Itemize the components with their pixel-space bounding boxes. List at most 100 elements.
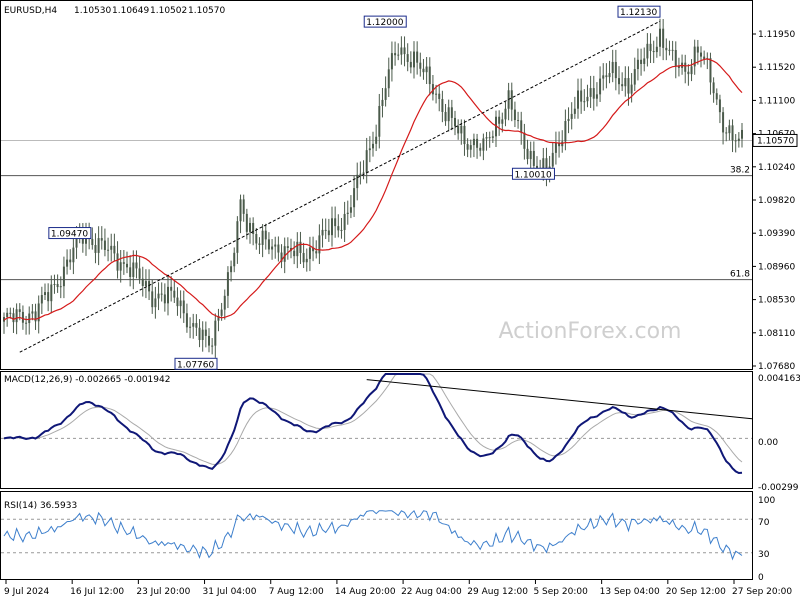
candle-body	[671, 49, 674, 51]
candle-body	[551, 152, 554, 167]
candle-body	[630, 84, 633, 94]
candle-body	[485, 137, 488, 139]
candle-body	[59, 286, 62, 288]
candle-body	[703, 56, 706, 60]
candle-body	[252, 222, 255, 235]
price-tick-label: 1.09820	[758, 196, 795, 206]
candle-body	[526, 148, 529, 160]
candle-body	[482, 138, 485, 151]
price-layer: 38.2 61.8 1.12130 1.12000 1.09470 1.07760 1.10…	[1, 5, 752, 370]
candle-body	[37, 303, 40, 322]
candle-body	[343, 213, 346, 230]
candle-body	[72, 247, 75, 263]
candle-body	[580, 90, 583, 102]
rsi-panel-frame	[0, 491, 753, 580]
macd-signal-line	[3, 373, 743, 466]
candle-body	[381, 99, 384, 106]
candle-body	[476, 138, 479, 148]
candle-body	[532, 150, 535, 166]
candle-body	[261, 230, 264, 245]
candle-body	[659, 28, 661, 47]
candle-body	[255, 234, 258, 244]
candle-body	[62, 266, 65, 287]
candle-body	[340, 229, 343, 231]
price-tick-label: 1.11950	[758, 30, 795, 40]
candle-body	[564, 121, 567, 142]
candle-body	[28, 313, 31, 324]
candle-body	[390, 53, 393, 70]
candle-body	[321, 229, 324, 236]
candle-body	[141, 278, 144, 286]
candle-body	[573, 108, 576, 114]
candle-body	[100, 238, 103, 241]
candle-body	[170, 286, 173, 291]
candle-body	[438, 93, 441, 100]
candle-body	[122, 262, 125, 264]
candle-body	[491, 136, 494, 138]
macd-label: MACD(12,26,9) -0.002665 -0.001942	[4, 375, 170, 385]
candle-body	[450, 107, 453, 118]
candle-body	[189, 326, 192, 328]
candle-body	[198, 327, 201, 341]
candle-body	[280, 252, 283, 262]
candle-body	[192, 323, 195, 327]
price-tick-label: 1.08530	[758, 296, 795, 306]
candle-body	[25, 322, 28, 324]
candle-body	[362, 172, 365, 174]
axis-layer: 1.119501.115201.111001.106701.102401.098…	[4, 30, 800, 597]
candle-body	[223, 295, 226, 310]
rsi-tick-label: 100	[758, 496, 775, 506]
candle-body	[690, 66, 693, 75]
candle-body	[652, 51, 655, 53]
candle-body	[400, 47, 403, 55]
rsi-line	[3, 509, 743, 561]
time-tick-label: 27 Sep 20:00	[732, 587, 792, 597]
candle-body	[523, 132, 526, 149]
candle-body	[472, 138, 475, 146]
candle-body	[182, 300, 185, 314]
candle-body	[75, 236, 78, 248]
candle-body	[283, 246, 286, 262]
candle-body	[18, 309, 21, 312]
candle-body	[50, 284, 53, 302]
time-tick-label: 31 Jul 04:00	[203, 587, 257, 597]
rsi-tick-label: 0	[758, 573, 764, 583]
candle-body	[138, 268, 141, 279]
candle-body	[633, 69, 636, 85]
swing-label-box	[363, 15, 407, 28]
candle-body	[636, 59, 639, 70]
price-tick-label: 1.08960	[758, 262, 795, 272]
candle-body	[397, 54, 400, 56]
candle-body	[12, 313, 15, 323]
candle-body	[144, 281, 147, 286]
candle-body	[324, 229, 327, 231]
rsi-layer	[1, 509, 752, 561]
candle-body	[327, 230, 330, 236]
rsi-tick-label: 30	[758, 550, 770, 560]
candle-body	[245, 213, 248, 232]
candle-body	[113, 245, 116, 254]
candle-body	[709, 58, 712, 83]
candle-body	[375, 136, 378, 144]
candle-body	[97, 238, 100, 253]
candle-body	[157, 293, 160, 299]
candle-body	[264, 230, 267, 240]
candle-body	[129, 267, 132, 277]
fib-label: 61.8	[730, 270, 750, 280]
candle-body	[520, 120, 523, 133]
candle-body	[126, 263, 128, 268]
candle-body	[510, 90, 513, 110]
candle-body	[425, 66, 428, 73]
candle-body	[305, 258, 308, 263]
candle-body	[47, 292, 50, 302]
candle-body	[258, 243, 261, 245]
candle-body	[299, 241, 302, 253]
time-tick-label: 29 Aug 12:00	[467, 587, 528, 597]
candle-body	[249, 222, 251, 232]
time-tick-label: 13 Sep 04:00	[600, 587, 660, 597]
candle-body	[444, 111, 447, 122]
macd-panel-frame	[0, 371, 753, 489]
price-tick-label: 1.07680	[758, 362, 795, 372]
candle-body	[163, 294, 166, 304]
candle-body	[9, 312, 12, 314]
